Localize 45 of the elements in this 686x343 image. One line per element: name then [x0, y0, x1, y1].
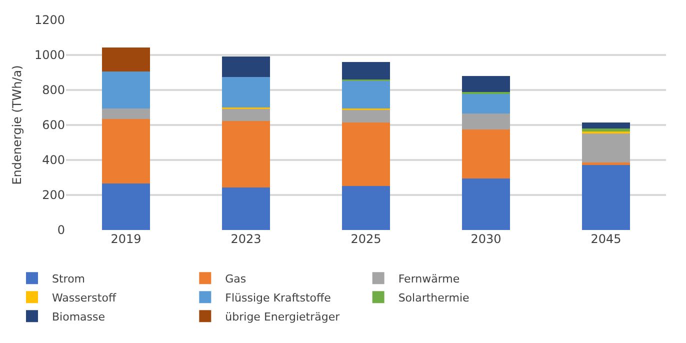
bar [462, 129, 510, 178]
bar [222, 76, 270, 108]
bar [222, 120, 270, 188]
bar [102, 119, 150, 184]
legend-label: Gas [225, 272, 246, 286]
y-tick-label: 200 [42, 188, 65, 202]
bar [582, 122, 630, 129]
bar [462, 114, 510, 130]
bar [102, 47, 150, 72]
legend-label: übrige Energieträger [225, 310, 340, 324]
legend-label: Flüssige Kraftstoffe [225, 291, 332, 304]
x-tick-label: 2019 [110, 232, 142, 246]
bar [342, 110, 390, 122]
x-tick-label: 2023 [230, 232, 262, 246]
bar [222, 56, 270, 77]
bar [102, 108, 150, 120]
y-axis-title: Endenergie (TWh/a) [10, 65, 24, 185]
y-tick-label: 1200 [34, 13, 65, 28]
legend-label: Fernwärme [398, 272, 460, 286]
y-tick-label: 0 [57, 223, 65, 238]
bar [222, 187, 270, 230]
bar [342, 80, 390, 108]
bar [582, 133, 630, 163]
bar [342, 122, 390, 186]
bar [462, 94, 510, 114]
bar [462, 76, 510, 92]
bar [342, 186, 390, 230]
bar [582, 164, 630, 230]
bar [462, 178, 510, 230]
legend-label: Biomasse [52, 310, 106, 324]
legend-label: Wasserstoff [52, 291, 116, 304]
y-tick-label: 800 [42, 83, 65, 98]
bar [582, 128, 630, 132]
y-tick-label: 600 [42, 118, 65, 132]
legend-label: Solarthermie [398, 291, 470, 304]
bar [102, 71, 150, 108]
x-tick-label: 2025 [350, 232, 382, 246]
y-tick-label: 400 [42, 153, 65, 168]
x-tick-label: 2030 [470, 232, 502, 246]
bar [222, 108, 270, 121]
bar [102, 183, 150, 230]
x-tick-label: 2045 [590, 232, 622, 246]
legend-label: Strom [52, 272, 86, 286]
y-tick-label: 1000 [34, 48, 65, 62]
bar [342, 62, 390, 80]
